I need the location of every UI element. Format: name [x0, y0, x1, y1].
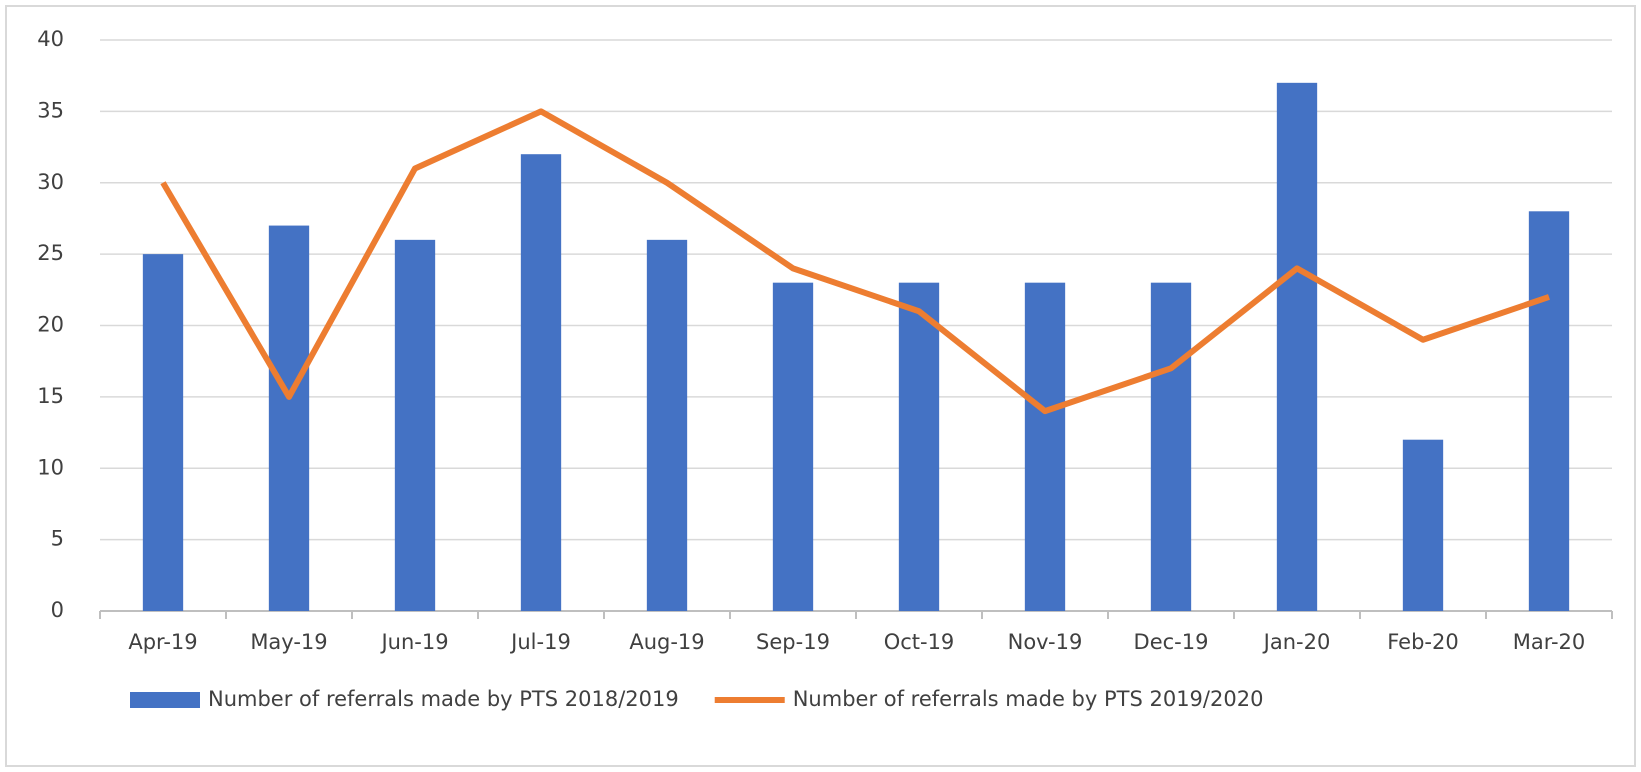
y-tick-label: 25: [37, 241, 64, 265]
bar: [1528, 211, 1570, 612]
bar: [1024, 282, 1066, 611]
x-tick-label: Dec-19: [1134, 630, 1209, 654]
x-tick-label: Jul-19: [509, 630, 571, 654]
bar: [1402, 439, 1444, 611]
y-tick-label: 30: [37, 170, 64, 194]
y-tick-label: 40: [37, 27, 64, 51]
x-tick-label: Jan-20: [1262, 630, 1331, 654]
bar: [394, 239, 436, 611]
x-tick-label: Sep-19: [756, 630, 830, 654]
legend-swatch: [130, 692, 200, 708]
x-tick-label: Aug-19: [629, 630, 704, 654]
x-tick-label: Oct-19: [884, 630, 955, 654]
x-tick-label: Feb-20: [1387, 630, 1458, 654]
y-tick-label: 0: [51, 598, 64, 622]
y-tick-label: 20: [37, 313, 64, 337]
x-tick-label: Mar-20: [1513, 630, 1586, 654]
bar: [898, 282, 940, 611]
line: [160, 108, 1550, 415]
bar: [268, 225, 310, 611]
y-tick-label: 10: [37, 455, 64, 479]
bar: [1150, 282, 1192, 611]
bar: [520, 154, 562, 611]
y-tick-label: 5: [51, 527, 64, 551]
legend-label: Number of referrals made by PTS 2019/202…: [793, 687, 1264, 711]
bar: [142, 254, 184, 611]
legend-label: Number of referrals made by PTS 2018/201…: [208, 687, 679, 711]
x-tick-label: May-19: [250, 630, 327, 654]
x-tick-label: Jun-19: [379, 630, 448, 654]
x-tick-label: Nov-19: [1008, 630, 1083, 654]
bar: [772, 282, 814, 611]
bar: [1276, 82, 1318, 611]
x-tick-label: Apr-19: [128, 630, 197, 654]
y-tick-label: 15: [37, 384, 64, 408]
y-tick-label: 35: [37, 98, 64, 122]
bar: [646, 239, 688, 611]
